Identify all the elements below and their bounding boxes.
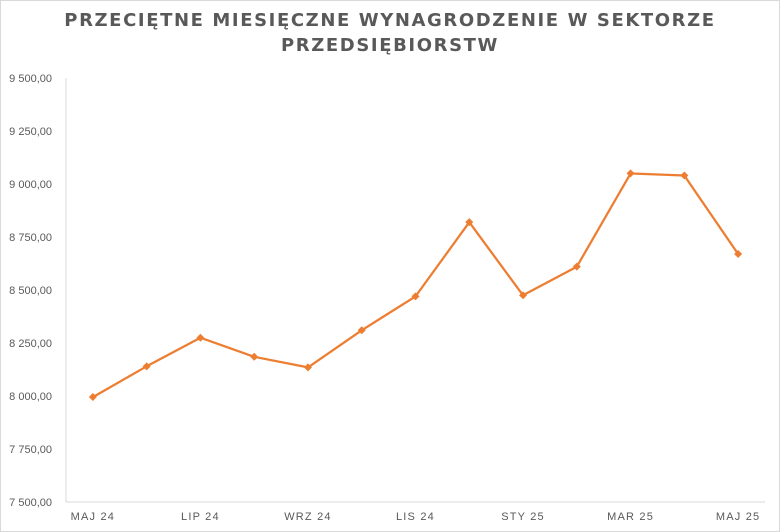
y-tick-label: 7 500,00 <box>9 497 52 509</box>
x-axis-tick-labels: MAJ 24 LIP 24 WRZ 24 LIS 24 STY 25 MAR 25 MAJ … <box>71 511 761 523</box>
x-tick-label: MAR 25 <box>607 511 654 523</box>
x-tick-label: WRZ 24 <box>284 511 332 523</box>
y-tick-label: 9 500,00 <box>9 73 52 85</box>
x-tick-label: LIP 24 <box>181 511 220 523</box>
y-tick-label: 9 000,00 <box>9 179 52 191</box>
data-point-marker <box>572 262 581 271</box>
series-group <box>88 169 743 402</box>
x-tick-label: STY 25 <box>501 511 545 523</box>
data-point-marker <box>250 352 259 361</box>
data-point-marker <box>357 326 366 335</box>
data-point-marker <box>519 291 528 300</box>
y-tick-label: 9 250,00 <box>9 126 52 138</box>
data-point-marker <box>88 393 97 402</box>
data-point-marker <box>142 362 151 371</box>
y-tick-label: 7 750,00 <box>9 444 52 456</box>
y-tick-label: 8 250,00 <box>9 338 52 350</box>
y-tick-label: 8 750,00 <box>9 232 52 244</box>
data-point-marker <box>626 169 635 178</box>
chart-title-line-2: PRZEDSIĘBIORSTW <box>281 35 499 56</box>
x-tick-label: LIS 24 <box>396 511 435 523</box>
data-point-marker <box>303 363 312 372</box>
data-point-marker <box>196 333 205 342</box>
y-axis-tick-labels: 7 500,00 7 750,00 8 000,00 8 250,00 8 500,00… <box>9 73 52 509</box>
y-tick-label: 8 000,00 <box>9 391 52 403</box>
data-point-marker <box>734 249 743 258</box>
data-point-marker <box>680 171 689 180</box>
chart-title-line-1: PRZECIĘTNE MIESIĘCZNE WYNAGRODZENIE W SE… <box>64 10 716 31</box>
series-line <box>92 172 740 399</box>
x-tick-label: MAJ 25 <box>716 511 761 523</box>
data-point-marker <box>465 218 474 227</box>
x-tick-label: MAJ 24 <box>71 511 116 523</box>
y-tick-label: 8 500,00 <box>9 285 52 297</box>
data-point-marker <box>411 292 420 301</box>
chart-title: PRZECIĘTNE MIESIĘCZNE WYNAGRODZENIE W SE… <box>0 8 780 58</box>
axes <box>65 78 765 503</box>
